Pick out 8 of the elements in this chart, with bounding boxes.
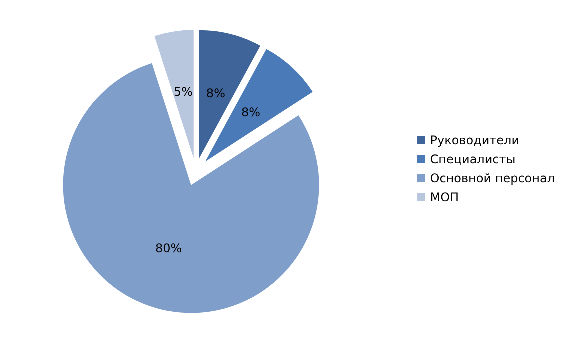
legend-label: Руководители (430, 134, 520, 148)
legend-label: Основной персонал (430, 172, 556, 186)
data-label: 8% (241, 106, 261, 120)
legend-label: МОП (430, 190, 460, 204)
legend-label: Специалисты (430, 152, 516, 166)
data-label: 8% (206, 86, 226, 100)
data-label: 5% (174, 84, 193, 99)
data-label: 80% (155, 241, 182, 256)
